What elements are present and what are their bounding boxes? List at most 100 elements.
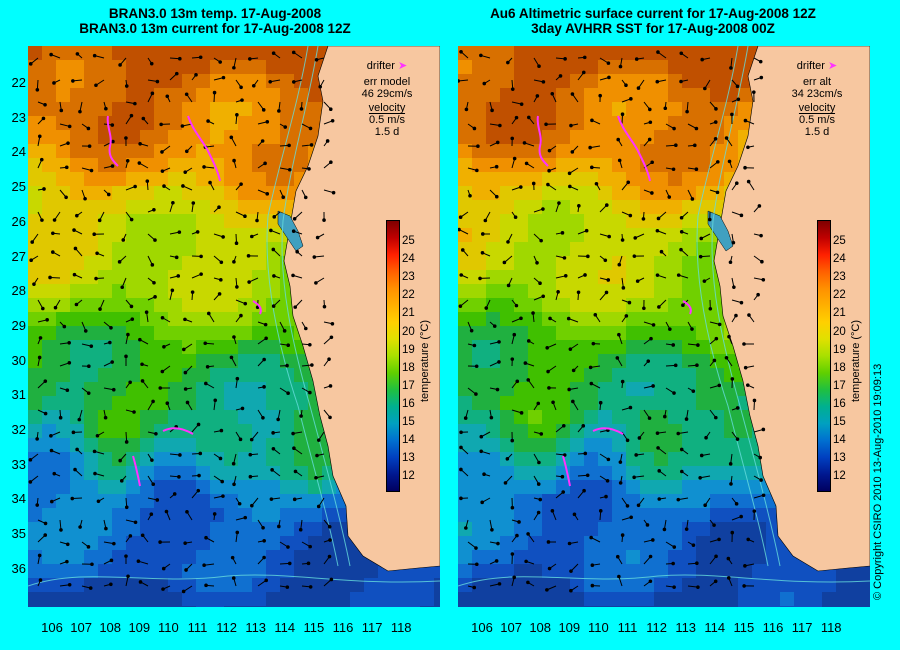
legend-velocity-label: velocity bbox=[368, 102, 406, 114]
lon-tick-label: 114 bbox=[274, 620, 296, 635]
colorbar-tick-label: 16 bbox=[833, 397, 846, 410]
left-map-panel bbox=[28, 46, 440, 607]
colorbar-tick-label: 24 bbox=[402, 253, 415, 266]
lat-tick-label: 30 bbox=[11, 352, 26, 368]
colorbar-tick-label: 25 bbox=[833, 235, 846, 247]
lat-tick-label: 25 bbox=[11, 179, 26, 195]
lat-tick-label: 34 bbox=[11, 491, 26, 507]
legend-speed: 0.5 m/s bbox=[368, 114, 406, 126]
legend-drifter-label: drifter ➤ bbox=[796, 60, 838, 72]
right-panel-title: Au6 Altimetric surface current for 17-Au… bbox=[438, 6, 868, 36]
lon-tick-label: 113 bbox=[245, 620, 267, 635]
lat-tick-label: 23 bbox=[11, 109, 26, 125]
lon-tick-label: 108 bbox=[99, 620, 122, 635]
shark-bay bbox=[707, 210, 734, 252]
left-title-line2: BRAN3.0 13m current for 17-Aug-2008 12Z bbox=[79, 21, 351, 36]
lon-tick-label: 113 bbox=[675, 620, 697, 635]
colorbar-tick-label: 14 bbox=[833, 434, 846, 447]
colorbar-tick-label: 12 bbox=[402, 470, 415, 483]
lon-tick-label: 115 bbox=[733, 620, 755, 635]
lat-tick-label: 32 bbox=[11, 422, 26, 437]
legend-days: 1.5 d bbox=[374, 126, 400, 138]
colorbar-tick-label: 13 bbox=[833, 452, 846, 465]
lat-tick-label: 33 bbox=[11, 456, 26, 472]
colorbar-tick-label: 22 bbox=[833, 289, 846, 302]
lon-tick-label: 112 bbox=[216, 620, 237, 635]
lon-tick-label: 110 bbox=[588, 620, 609, 635]
colorbar-tick-label: 19 bbox=[402, 343, 415, 356]
colorbar-tick-label: 23 bbox=[402, 271, 415, 284]
lon-tick-label: 107 bbox=[70, 620, 92, 635]
right-colorbar-title: temperature (°C) bbox=[850, 319, 862, 402]
legend-velocity-label: velocity bbox=[798, 102, 836, 114]
lat-tick-label: 22 bbox=[11, 75, 26, 90]
legend-err-value: 34 23cm/s bbox=[791, 88, 843, 100]
lon-tick-label: 118 bbox=[390, 620, 412, 635]
legend-err-label: err model bbox=[363, 76, 411, 88]
right-map-svg bbox=[458, 46, 870, 607]
colorbar-tick-label: 22 bbox=[402, 289, 415, 302]
current-vectors bbox=[28, 50, 336, 594]
right-title-line2: 3day AVHRR SST for 17-Aug-2008 00Z bbox=[531, 21, 775, 36]
current-vectors bbox=[458, 49, 766, 593]
lon-tick-label: 109 bbox=[558, 620, 581, 635]
land-mass bbox=[283, 46, 440, 572]
lon-tick-label: 108 bbox=[529, 620, 552, 635]
lat-tick-label: 26 bbox=[11, 213, 26, 229]
legend-err-value: 46 29cm/s bbox=[361, 88, 413, 100]
right-map-panel bbox=[458, 46, 870, 607]
colorbar-tick-label: 20 bbox=[833, 325, 846, 338]
legend-err-label: err alt bbox=[802, 76, 832, 88]
colorbar-tick-label: 18 bbox=[833, 361, 846, 374]
lon-tick-label: 114 bbox=[704, 620, 726, 635]
colorbar-tick-label: 25 bbox=[402, 235, 415, 247]
lat-tick-label: 27 bbox=[11, 248, 26, 264]
legend-speed: 0.5 m/s bbox=[798, 114, 836, 126]
colorbar-tick-label: 23 bbox=[833, 271, 846, 284]
colorbar-tick-label: 14 bbox=[402, 434, 415, 447]
colorbar-tick-label: 16 bbox=[402, 397, 415, 410]
drifter-tracks bbox=[106, 115, 262, 487]
lat-tick-label: 35 bbox=[11, 526, 26, 542]
lon-tick-label: 112 bbox=[646, 620, 667, 635]
lat-tick-label: 29 bbox=[11, 317, 26, 333]
colorbar-tick-label: 13 bbox=[402, 452, 415, 465]
colorbar-tick-label: 24 bbox=[833, 253, 846, 266]
lon-tick-label: 116 bbox=[332, 620, 354, 635]
left-map-svg bbox=[28, 46, 440, 607]
land-mass bbox=[713, 46, 870, 572]
lat-tick-label: 36 bbox=[11, 560, 26, 576]
colorbar-tick-label: 15 bbox=[402, 416, 415, 428]
copyright-text: © Copyright CSIRO 2010 13-Aug-2010 19:09… bbox=[872, 363, 884, 600]
left-title-line1: BRAN3.0 13m temp. 17-Aug-2008 bbox=[108, 6, 322, 21]
lon-tick-label: 118 bbox=[820, 620, 842, 635]
right-title-line1: Au6 Altimetric surface current for 17-Au… bbox=[490, 6, 816, 21]
colorbar-tick-label: 21 bbox=[402, 307, 415, 320]
left-colorbar-title: temperature (°C) bbox=[419, 319, 431, 402]
colorbar-tick-label: 21 bbox=[833, 307, 846, 320]
colorbar-tick-label: 17 bbox=[402, 379, 415, 392]
right-legend: drifter ➤ err alt 34 23cm/s velocity 0.5… bbox=[782, 60, 852, 138]
left-panel-title: BRAN3.0 13m temp. 17-Aug-2008 BRAN3.0 13… bbox=[0, 6, 430, 36]
lon-tick-label: 106 bbox=[471, 620, 493, 635]
shark-bay bbox=[277, 210, 304, 252]
lon-tick-label: 111 bbox=[187, 620, 208, 635]
legend-drifter-label: drifter ➤ bbox=[366, 60, 408, 72]
lat-tick-label: 28 bbox=[11, 283, 26, 299]
lon-tick-label: 107 bbox=[500, 620, 522, 635]
lon-tick-label: 110 bbox=[158, 620, 179, 635]
left-colorbar bbox=[386, 220, 400, 492]
colorbar-tick-label: 19 bbox=[833, 343, 846, 356]
lat-tick-label: 31 bbox=[11, 387, 26, 403]
lon-tick-label: 117 bbox=[361, 620, 383, 635]
lon-tick-label: 111 bbox=[617, 620, 638, 635]
lat-tick-label: 24 bbox=[11, 144, 26, 160]
lon-tick-label: 117 bbox=[791, 620, 813, 635]
lon-tick-label: 115 bbox=[303, 620, 325, 635]
left-legend: drifter ➤ err model 46 29cm/s velocity 0… bbox=[352, 60, 422, 138]
colorbar-tick-label: 12 bbox=[833, 470, 846, 483]
colorbar-tick-label: 15 bbox=[833, 416, 846, 428]
colorbar-tick-label: 18 bbox=[402, 361, 415, 374]
drifter-tracks bbox=[536, 115, 692, 487]
legend-days: 1.5 d bbox=[804, 126, 830, 138]
